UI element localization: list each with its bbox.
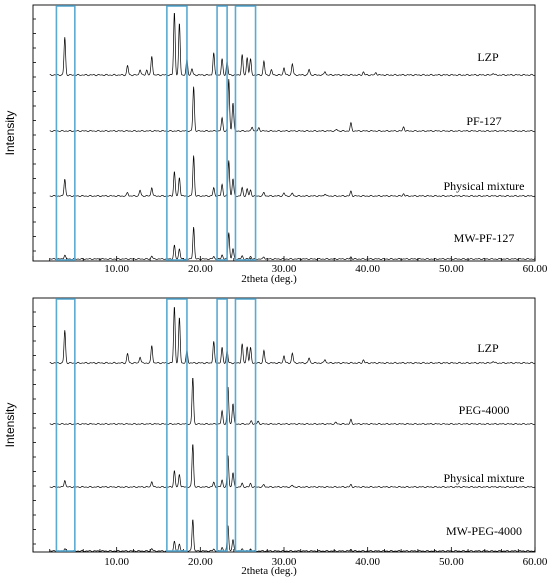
trace-label: Physical mixture [444,179,525,193]
trace-2-4 [49,519,536,552]
x-tick-label: 20.00 [188,263,213,275]
x-tick-label: 60.00 [523,556,548,568]
y-axis-label: Intensity [3,403,17,448]
x-tick-label: 20.00 [188,556,213,568]
trace-2-2 [49,377,536,425]
highlight-box-4 [234,298,257,552]
highlight-box-3 [216,5,228,261]
x-tick-label: 30.00 [272,556,297,568]
highlight-box-2 [166,298,188,552]
trace-1-4 [49,226,536,260]
x-tick-label: 50.00 [439,263,464,275]
highlight-box-4 [234,5,257,261]
trace-label: PEG-4000 [459,403,510,417]
highlight-box-1 [55,298,76,552]
trace-1-3 [49,155,536,198]
plot-frame [32,297,536,553]
x-tick-label: 60.00 [523,263,548,275]
x-tick-label: 50.00 [439,556,464,568]
trace-label: LZP [477,341,499,355]
x-tick-label: 10.00 [104,263,129,275]
highlight-box-2 [166,5,188,261]
x-tick-label: 30.00 [272,263,297,275]
highlight-box-1 [55,5,76,261]
trace-1-1 [49,12,536,77]
x-tick-label: 40.00 [355,556,380,568]
x-tick-label: 40.00 [355,263,380,275]
trace-2-3 [49,444,536,489]
xrd-panel-2: 10.00 20.00 30.00 40.00 50.00 60.00 2theta (de… [3,297,548,577]
trace-label: MW-PF-127 [454,231,515,245]
plot-frame [32,4,536,262]
highlight-box-3 [216,298,228,552]
x-axis-label: 2theta (deg.) [241,273,297,285]
trace-1-2 [49,79,536,132]
trace-label: LZP [477,50,499,64]
trace-label: MW-PEG-4000 [446,524,522,538]
x-axis-label: 2theta (deg.) [241,565,297,577]
trace-2-1 [49,307,536,365]
trace-label: PF-127 [466,114,501,128]
y-axis-label: Intensity [3,111,17,156]
x-tick-label: 10.00 [104,556,129,568]
trace-label: Physical mixture [444,471,525,485]
xrd-panel-1: 10.00 20.00 30.00 40.00 50.00 60.00 2theta (de… [3,4,548,285]
